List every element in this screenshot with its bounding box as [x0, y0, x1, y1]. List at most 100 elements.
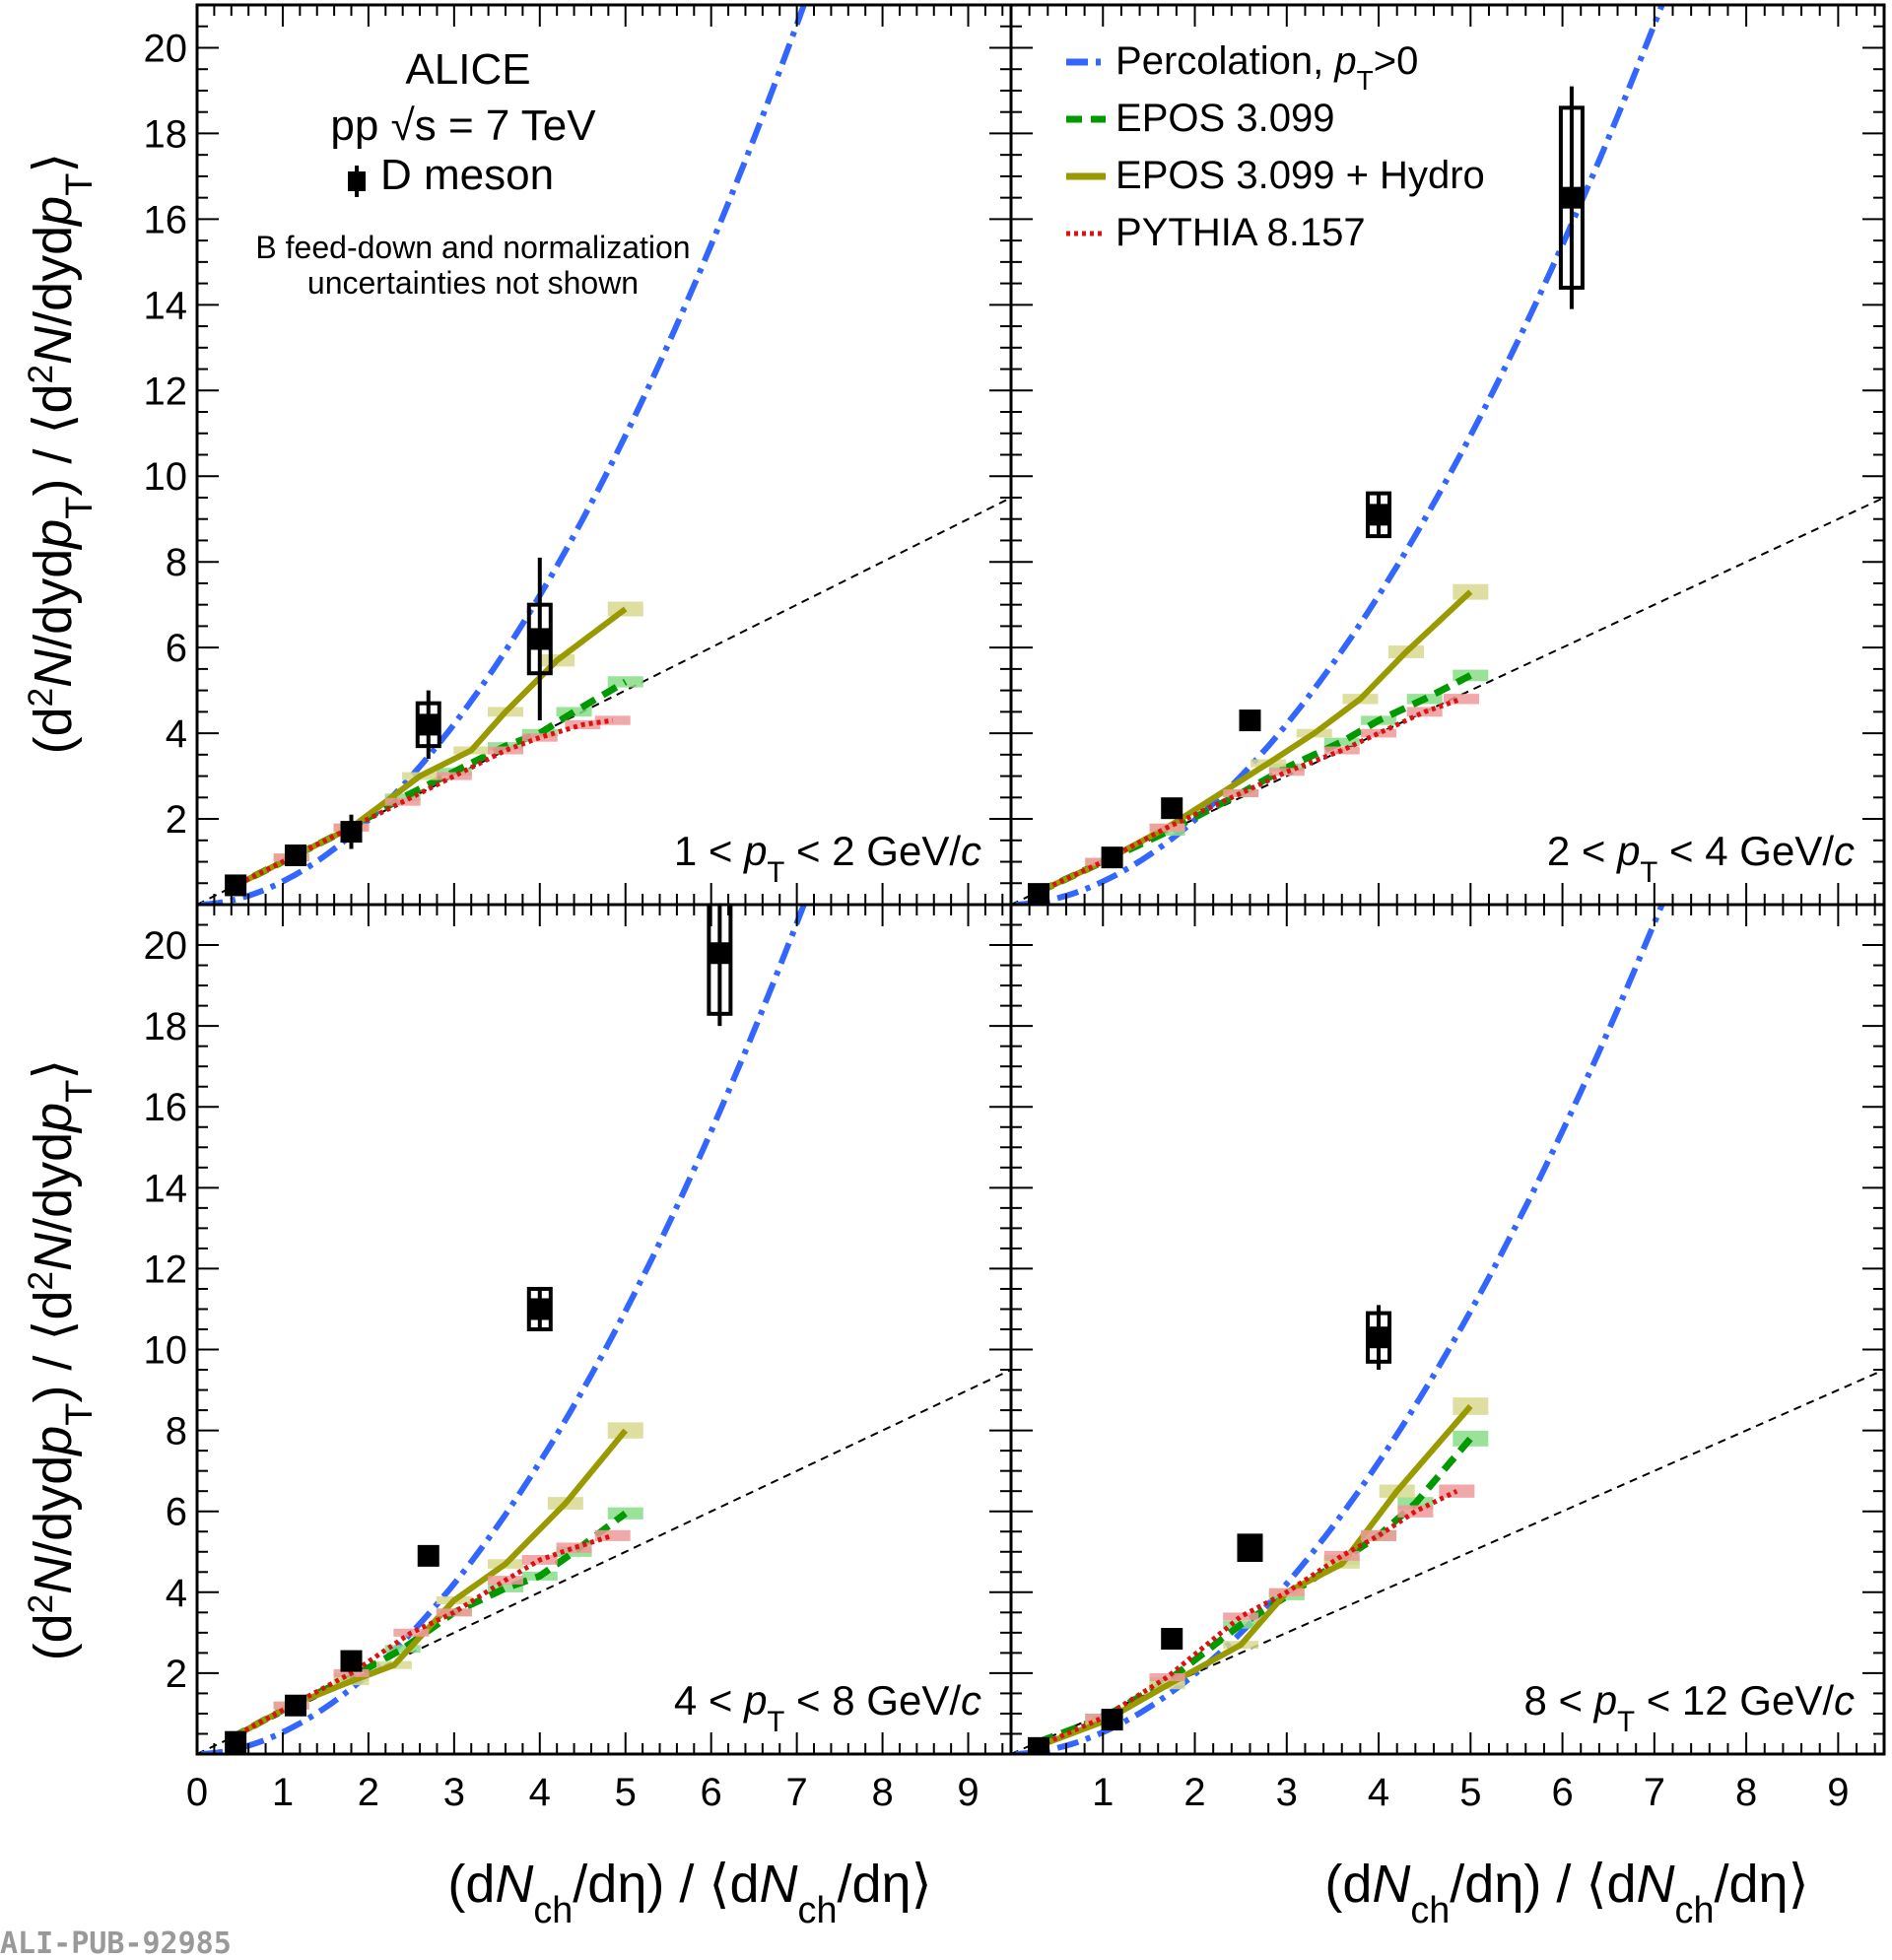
data-point [1027, 1736, 1049, 1754]
data-point [417, 1544, 439, 1567]
x-tick-label: 7 [1644, 1771, 1665, 1814]
x-tick-label: 8 [1735, 1771, 1757, 1814]
epos-uncertainty-box [1323, 737, 1360, 746]
data-marker [1239, 1536, 1261, 1559]
plot-area [197, 905, 1011, 1754]
x-tick-label: 4 [529, 1771, 551, 1814]
y-tick-label: 18 [144, 112, 188, 156]
epos-uncertainty-box [607, 676, 643, 688]
pt-range-label: 8 < pT < 12 GeV/c [1523, 1677, 1855, 1738]
alice-label: ALICE [405, 45, 530, 94]
legend-entry-epos: EPOS 3.099 [1066, 97, 1334, 140]
d-meson-marker [348, 166, 366, 197]
pt-range-label: 1 < pT < 2 GeV/c [674, 828, 981, 889]
pt-range-label: 2 < pT < 4 GeV/c [1547, 828, 1855, 889]
epos-uncertainty-box [1453, 669, 1489, 682]
plot-area [1011, 5, 1884, 905]
note-line1: B feed-down and normalization [255, 230, 690, 265]
epos-uncertainty-box [488, 1584, 524, 1592]
y-tick-label: 14 [144, 1167, 188, 1210]
data-marker [417, 1544, 439, 1567]
data-point [1558, 86, 1585, 309]
data-marker [1560, 186, 1583, 209]
pythia-uncertainty-box [1439, 1484, 1475, 1498]
y-tick-label: 8 [166, 1410, 187, 1453]
x-tick-label: 0 [186, 1771, 208, 1814]
pythia-uncertainty-box [1223, 1612, 1259, 1621]
pythia-uncertainty-box [594, 715, 631, 725]
y-tick-label: 20 [144, 27, 188, 70]
data-marker [340, 821, 363, 844]
plot-area [197, 5, 1011, 905]
data-marker [709, 942, 731, 965]
pythia-uncertainty-box [1149, 1673, 1185, 1682]
epos-curve [1037, 672, 1472, 896]
data-point [1101, 1709, 1123, 1731]
x-axis-title-left: (dNch/dη) / ⟨dNch/dη⟩ [447, 1855, 931, 1931]
epos-uncertainty-box [384, 793, 421, 802]
data-marker [1101, 1709, 1123, 1731]
legend-label: Percolation, pT>0 [1115, 39, 1418, 96]
data-marker [1161, 1628, 1183, 1651]
x-tick-label: 6 [1551, 1771, 1573, 1814]
y-tick-label: 20 [144, 924, 188, 968]
pt-range-label: 4 < pT < 8 GeV/c [674, 1677, 981, 1738]
diagonal-reference-line [1011, 497, 1884, 905]
system-label: pp √s = 7 TeV [330, 101, 596, 150]
data-point [1237, 1533, 1263, 1562]
y-tick-label: 4 [166, 712, 187, 756]
x-axis-title-right: (dNch/dη) / ⟨dNch/dη⟩ [1324, 1855, 1808, 1931]
data-point [415, 690, 441, 760]
epos-uncertainty-box [1149, 1677, 1185, 1686]
hydro-uncertainty-box [607, 601, 643, 617]
data-point [1239, 710, 1261, 732]
pythia-curve [1037, 696, 1462, 895]
pythia-uncertainty-box [1443, 694, 1479, 705]
data-marker [225, 874, 247, 897]
pythia-uncertainty-box [1361, 728, 1397, 738]
data-marker [417, 713, 439, 736]
y-tick-label: 16 [144, 1086, 188, 1129]
y-tick-label: 6 [166, 1491, 187, 1534]
pythia-uncertainty-box [1323, 1550, 1360, 1561]
pythia-uncertainty-box [488, 746, 524, 755]
data-marker [225, 1730, 247, 1753]
x-tick-label: 6 [701, 1771, 722, 1814]
y-tick-label: 10 [144, 455, 188, 499]
data-marker [340, 1650, 363, 1672]
data-point [284, 845, 306, 867]
percolation-curve [1015, 5, 1665, 905]
ticks [1010, 904, 1884, 1755]
data-marker [1239, 710, 1261, 732]
plot-area [1011, 905, 1884, 1754]
data-point [707, 905, 733, 1027]
x-tick-label: 2 [1183, 1771, 1205, 1814]
y-tick-label: 2 [166, 798, 187, 842]
note-line2: uncertainties not shown [307, 265, 639, 301]
y-axis-title-top: (d2N/dydpT) / ⟨d2N/dydpT⟩ [22, 153, 101, 755]
data-point [225, 1730, 247, 1753]
marker-label: D meson [380, 151, 554, 199]
y-tick-label: 10 [144, 1329, 188, 1373]
x-tick-label: 1 [272, 1771, 294, 1814]
data-point [1101, 846, 1123, 869]
legend-label: EPOS 3.099 + Hydro [1115, 154, 1485, 197]
data-point [526, 557, 553, 721]
legend-entry-pythia: PYTHIA 8.157 [1066, 211, 1366, 254]
data-point [225, 874, 247, 897]
legend-entry-hydro: EPOS 3.099 + Hydro [1066, 154, 1485, 197]
x-tick-label: 2 [358, 1771, 379, 1814]
info-block: ALICE pp √s = 7 TeV D meson B feed-down … [255, 45, 690, 301]
y-axis-title-text: (d2N/dydpT) / ⟨d2N/dydpT⟩ [22, 1059, 101, 1661]
data-marker [1368, 504, 1390, 526]
data-marker [528, 1298, 551, 1320]
y-tick-label: 12 [144, 1248, 188, 1291]
x-tick-label: 3 [443, 1771, 465, 1814]
data-marker [1027, 1736, 1049, 1754]
epos-uncertainty-box [384, 1645, 421, 1654]
y-tick-label: 14 [144, 284, 188, 327]
panel-top-right: 2 < pT < 4 GeV/c [1009, 3, 1886, 907]
percolation-curve [201, 905, 808, 1754]
